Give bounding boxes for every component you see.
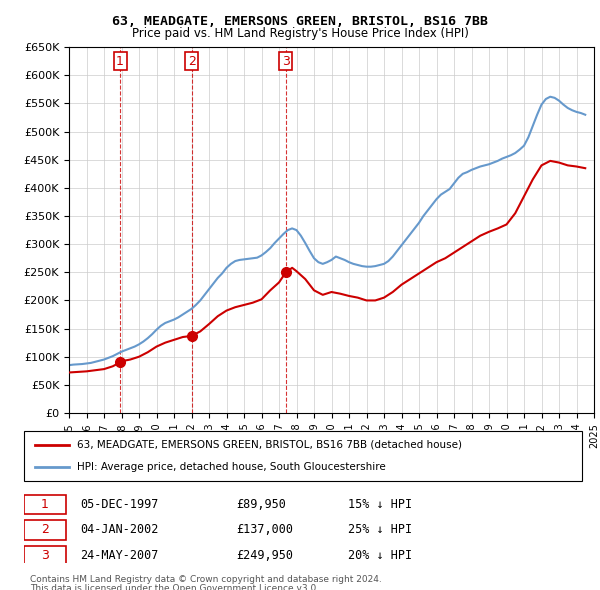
Text: 3: 3 bbox=[282, 54, 290, 67]
Text: Price paid vs. HM Land Registry's House Price Index (HPI): Price paid vs. HM Land Registry's House … bbox=[131, 27, 469, 40]
Text: 63, MEADGATE, EMERSONS GREEN, BRISTOL, BS16 7BB: 63, MEADGATE, EMERSONS GREEN, BRISTOL, B… bbox=[112, 15, 488, 28]
Text: 24-MAY-2007: 24-MAY-2007 bbox=[80, 549, 158, 562]
Text: 1: 1 bbox=[41, 498, 49, 511]
Text: 3: 3 bbox=[41, 549, 49, 562]
Text: £137,000: £137,000 bbox=[236, 523, 293, 536]
Text: This data is licensed under the Open Government Licence v3.0.: This data is licensed under the Open Gov… bbox=[30, 584, 319, 590]
Text: 25% ↓ HPI: 25% ↓ HPI bbox=[347, 523, 412, 536]
FancyBboxPatch shape bbox=[24, 546, 66, 565]
Text: Contains HM Land Registry data © Crown copyright and database right 2024.: Contains HM Land Registry data © Crown c… bbox=[30, 575, 382, 584]
Text: 1: 1 bbox=[116, 54, 124, 67]
Text: HPI: Average price, detached house, South Gloucestershire: HPI: Average price, detached house, Sout… bbox=[77, 462, 386, 472]
FancyBboxPatch shape bbox=[24, 520, 66, 539]
Text: 15% ↓ HPI: 15% ↓ HPI bbox=[347, 498, 412, 511]
Text: 05-DEC-1997: 05-DEC-1997 bbox=[80, 498, 158, 511]
Text: £249,950: £249,950 bbox=[236, 549, 293, 562]
Text: 2: 2 bbox=[41, 523, 49, 536]
Text: 63, MEADGATE, EMERSONS GREEN, BRISTOL, BS16 7BB (detached house): 63, MEADGATE, EMERSONS GREEN, BRISTOL, B… bbox=[77, 440, 462, 450]
Text: 20% ↓ HPI: 20% ↓ HPI bbox=[347, 549, 412, 562]
FancyBboxPatch shape bbox=[24, 495, 66, 514]
FancyBboxPatch shape bbox=[24, 431, 582, 481]
Text: 04-JAN-2002: 04-JAN-2002 bbox=[80, 523, 158, 536]
Text: 2: 2 bbox=[188, 54, 196, 67]
Text: £89,950: £89,950 bbox=[236, 498, 286, 511]
